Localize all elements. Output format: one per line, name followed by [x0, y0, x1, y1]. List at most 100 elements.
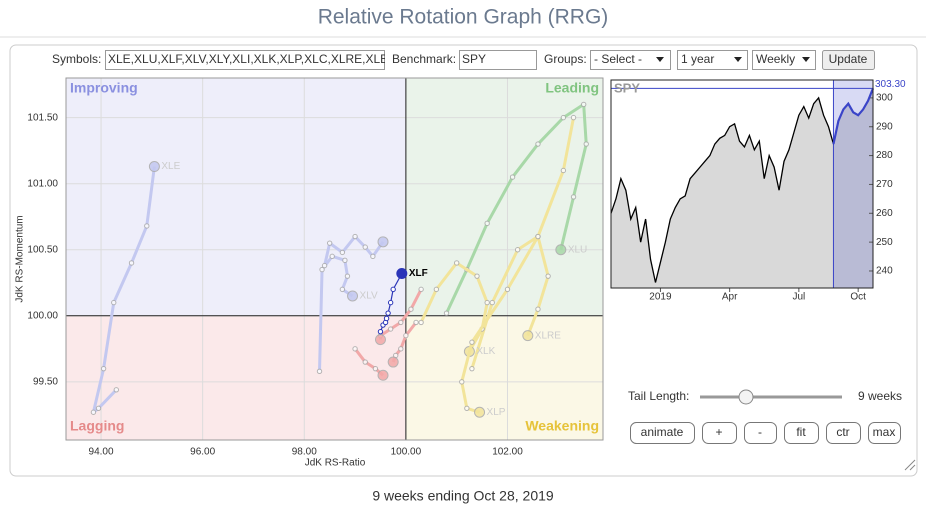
head-point [377, 236, 389, 248]
tool-button-label: - [758, 425, 762, 439]
quadrant [405, 315, 603, 440]
tail-point [339, 286, 346, 293]
update-button[interactable] [822, 50, 875, 70]
groups-select[interactable] [590, 50, 671, 70]
tool-button[interactable] [702, 422, 737, 444]
tail-point [583, 141, 589, 147]
tail-point [387, 299, 394, 306]
head-point [347, 290, 359, 302]
period-select[interactable] [677, 50, 748, 70]
tail-point [570, 194, 577, 200]
x-tick-label: Jul [792, 292, 805, 303]
y-tick-label: 240 [876, 266, 893, 277]
dropdown-arrow [656, 57, 664, 62]
area [611, 88, 873, 289]
tail-point [535, 233, 541, 240]
tail-point [113, 387, 119, 393]
tail-point [489, 299, 495, 306]
y-tick-label: 101.50 [27, 112, 58, 123]
tail-point [453, 260, 460, 266]
tail-point [370, 253, 376, 260]
y-tick-label: 280 [876, 150, 893, 161]
tail [460, 117, 576, 414]
tail-length-value: 9 weeks [858, 389, 902, 403]
benchmark-label: Benchmark: [392, 52, 456, 66]
tail-point [469, 339, 475, 345]
tail-point [128, 260, 135, 266]
slider-knob[interactable] [738, 389, 754, 405]
tail-point [352, 346, 358, 352]
tool-button[interactable] [630, 422, 695, 444]
tail-point [144, 223, 150, 229]
tool-button-label: max [873, 425, 896, 439]
rrg-chart: 94.00 96.00 98.00 100.00 102.00 99.50 100.00 10… [15, 77, 604, 469]
quadrant-label: Lagging [70, 418, 124, 434]
tail-point [545, 273, 551, 279]
symbols-label: Symbols: [52, 52, 101, 66]
input-box [105, 50, 385, 70]
tail-point [408, 306, 414, 312]
quadrant-label: Improving [70, 80, 138, 96]
dropdown-arrow [802, 57, 810, 62]
tail-point [398, 346, 404, 352]
tail-point [418, 286, 424, 293]
series-label: XLK [476, 346, 495, 357]
tail-point [580, 101, 587, 108]
x-tick-label: 102.00 [492, 447, 523, 458]
tail-point [504, 286, 511, 293]
page-title: Relative Rotation Graph (RRG) [318, 6, 609, 29]
tail-point [570, 114, 577, 121]
series-label: XLF [409, 268, 428, 279]
head-point [522, 330, 534, 342]
tool-button[interactable] [826, 422, 861, 444]
tail-point [535, 141, 541, 147]
benchmark-value: SPY [462, 52, 486, 66]
y-tick-label: 99.50 [33, 377, 58, 388]
tool-button[interactable] [744, 422, 777, 444]
tail-point [362, 359, 368, 365]
period-value: 1 year [681, 52, 714, 66]
head-point [387, 356, 399, 368]
footer: 9 weeks ending Oct 28, 2019 [372, 488, 554, 504]
tail-point [469, 365, 475, 372]
tail-point [484, 299, 490, 306]
quadrant-label: Leading [545, 80, 599, 96]
tail-point [377, 328, 384, 335]
tail-point [474, 273, 480, 279]
tail-point [560, 114, 567, 121]
tool-button-label: ctr [836, 425, 849, 439]
tail-point [321, 262, 328, 269]
tail-point [95, 405, 102, 411]
x-tick-label: 96.00 [190, 447, 215, 458]
x-tick-label: Oct [850, 292, 866, 303]
benchmark-input[interactable] [459, 50, 537, 70]
x-tick-label: 2019 [649, 292, 672, 303]
tool-button[interactable] [784, 422, 819, 444]
tail-point [329, 253, 335, 260]
price-line [610, 96, 835, 283]
head-point [396, 268, 408, 280]
tail-point [385, 310, 391, 316]
head-point [377, 369, 389, 381]
tool-button[interactable] [868, 422, 901, 444]
tail-point [111, 299, 117, 306]
tail-point [319, 266, 325, 273]
series-label: XLRE [535, 330, 561, 341]
groups-label: Groups: [544, 52, 587, 66]
tail-point [390, 286, 396, 293]
benchmark-chart: 240 250 260 270 280 290 300 2019 Apr Jul Oct 303.30… [610, 79, 906, 303]
tool-button-label: animate [641, 425, 684, 439]
last-price-label: 303.30 [875, 79, 906, 90]
tool-button-label: + [715, 425, 722, 439]
plot-border [65, 77, 604, 441]
y-tick-label: 250 [876, 237, 893, 248]
tail-point [514, 247, 521, 253]
frequency-select[interactable] [752, 50, 816, 70]
groups-value: - Select - [594, 52, 642, 66]
resize-handle [904, 459, 916, 471]
y-tick-label: 290 [876, 121, 893, 132]
quadrant-label: Weakening [525, 418, 599, 434]
symbols-input[interactable]: XLE,XLU,XLF,XLV,XLY,XLI,XLK,XLP,XLC,XLRE… [105, 50, 389, 70]
head-point [555, 244, 567, 256]
